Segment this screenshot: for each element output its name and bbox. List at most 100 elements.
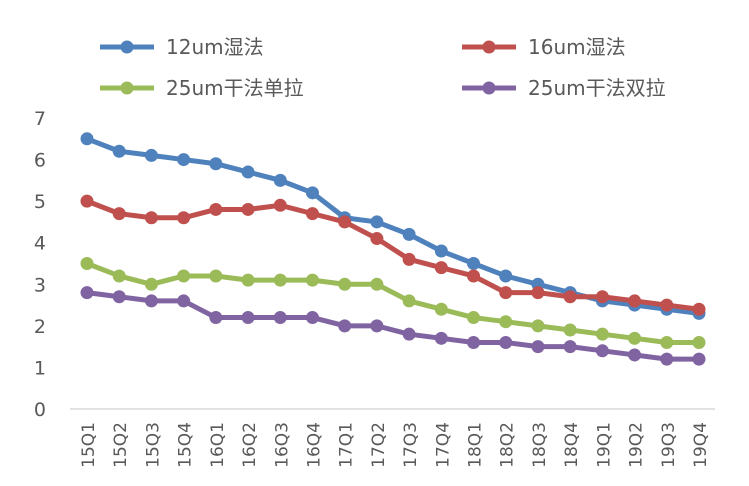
x-tick-label: 16Q1 <box>208 422 228 468</box>
data-point <box>112 144 126 158</box>
legend-marker <box>482 81 496 95</box>
data-point <box>177 269 191 283</box>
data-point <box>434 244 448 258</box>
data-point <box>370 232 384 246</box>
x-tick-label: 16Q4 <box>304 422 324 468</box>
x-tick-label: 18Q3 <box>530 422 550 468</box>
data-point <box>434 261 448 275</box>
data-point <box>305 273 319 287</box>
y-tick-label: 4 <box>34 233 46 255</box>
legend-marker <box>482 40 496 54</box>
data-point <box>209 311 223 325</box>
data-point <box>241 273 255 287</box>
data-point <box>467 335 481 349</box>
data-point <box>305 186 319 200</box>
data-point <box>144 277 158 291</box>
data-point <box>305 207 319 221</box>
x-tick-label: 17Q1 <box>337 422 357 468</box>
x-tick-label: 17Q2 <box>369 422 389 468</box>
y-tick-label: 0 <box>34 399 46 421</box>
data-point <box>112 290 126 304</box>
data-point <box>241 311 255 325</box>
x-tick-label: 16Q3 <box>272 422 292 468</box>
series-group <box>80 132 706 366</box>
legend-label: 12um湿法 <box>166 35 264 59</box>
data-point <box>370 215 384 229</box>
data-point <box>595 327 609 341</box>
data-point <box>273 311 287 325</box>
x-tick-label: 17Q3 <box>401 422 421 468</box>
data-point <box>144 148 158 162</box>
y-tick-label: 5 <box>34 191 46 213</box>
data-point <box>144 294 158 308</box>
x-tick-label: 18Q4 <box>562 422 582 468</box>
data-point <box>595 290 609 304</box>
data-point <box>692 335 706 349</box>
data-point <box>563 323 577 337</box>
data-point <box>660 335 674 349</box>
x-tick-label: 17Q4 <box>433 422 453 468</box>
data-point <box>660 298 674 312</box>
series-line <box>86 136 700 316</box>
y-tick-label: 2 <box>34 316 46 338</box>
data-point <box>628 294 642 308</box>
data-point <box>338 277 352 291</box>
data-point <box>531 286 545 300</box>
x-tick-label: 18Q1 <box>466 422 486 468</box>
data-point <box>467 257 481 270</box>
legend-item: 25um干法单拉 <box>100 76 304 100</box>
legend-label: 16um湿法 <box>528 35 626 59</box>
series-4 <box>80 286 706 366</box>
data-point <box>499 315 513 329</box>
x-axis: 15Q1 15Q2 15Q3 15Q4 16Q1 16Q2 16Q3 16Q4 17Q1 17Q2… <box>79 422 711 468</box>
data-point <box>177 211 191 225</box>
data-point <box>467 311 481 325</box>
data-point <box>370 319 384 333</box>
x-tick-label: 15Q2 <box>111 422 131 468</box>
data-point <box>144 211 158 225</box>
data-point <box>628 331 642 345</box>
legend-item: 16um湿法 <box>462 35 626 59</box>
data-point <box>402 294 416 308</box>
data-point <box>499 286 513 300</box>
data-point <box>434 302 448 316</box>
data-point <box>80 257 94 270</box>
data-point <box>531 319 545 333</box>
data-point <box>499 269 513 283</box>
data-point <box>338 215 352 229</box>
x-tick-label: 19Q2 <box>627 422 647 468</box>
x-tick-label: 19Q4 <box>691 422 711 468</box>
data-point <box>80 132 94 146</box>
legend-item: 12um湿法 <box>100 35 264 59</box>
data-point <box>402 327 416 341</box>
data-point <box>209 202 223 216</box>
legend: 12um湿法 16um湿法 25um干法单拉 25um干法双拉 <box>100 35 666 100</box>
data-point <box>499 335 513 349</box>
data-point <box>177 294 191 308</box>
data-point <box>177 153 191 167</box>
data-point <box>692 302 706 316</box>
data-point <box>402 252 416 266</box>
data-point <box>338 319 352 333</box>
data-point <box>305 311 319 325</box>
data-point <box>80 194 94 208</box>
data-point <box>241 202 255 216</box>
data-point <box>273 173 287 187</box>
x-tick-label: 15Q3 <box>143 422 163 468</box>
series-3 <box>80 257 706 349</box>
data-point <box>531 340 545 354</box>
x-tick-label: 19Q1 <box>594 422 614 468</box>
data-point <box>370 277 384 291</box>
x-tick-label: 18Q2 <box>498 422 518 468</box>
data-point <box>434 331 448 345</box>
x-tick-label: 19Q3 <box>659 422 679 468</box>
y-tick-label: 1 <box>34 357 46 379</box>
legend-label: 25um干法单拉 <box>166 76 304 100</box>
x-tick-label: 15Q1 <box>79 422 99 468</box>
y-tick-label: 7 <box>34 108 46 130</box>
legend-item: 25um干法双拉 <box>462 76 666 100</box>
legend-label: 25um干法双拉 <box>528 76 666 100</box>
data-point <box>241 165 255 179</box>
x-tick-label: 15Q4 <box>176 422 196 468</box>
